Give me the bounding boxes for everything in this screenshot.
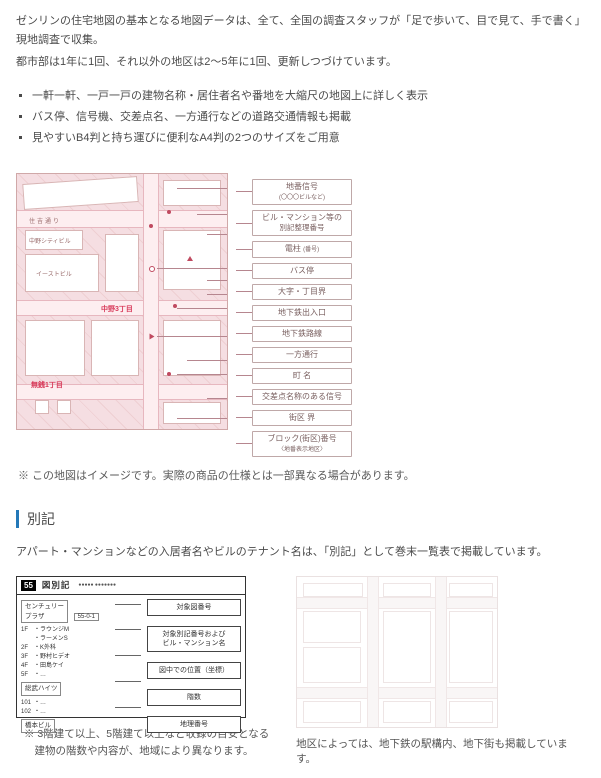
bekki-entry: 102・… — [21, 708, 113, 717]
bekki-tags: 対象図番号 対象別記番号および ビル・マンション名 図中での位置（坐標） 階数 … — [147, 599, 241, 734]
bekki-entry: 3F・野村ヒデオ — [21, 653, 113, 662]
bekki-tag: 階数 — [147, 689, 241, 706]
map-block-label: イーストビル — [36, 269, 72, 278]
map-area-label: 無銭1丁目 — [31, 380, 63, 390]
map-image-note: ※ この地図はイメージです。実際の商品の仕様とは一部異なる場合があります。 — [18, 467, 585, 483]
bekki-figure-col: 55 図別記 ●●●●● ●●●●●●● センチュリー プラザ 55-0-1 1… — [16, 576, 272, 760]
map-area-label: 中野3丁目 — [101, 304, 133, 314]
bekki-group: センチュリー プラザ — [21, 600, 68, 624]
bekki-tag: 図中での位置（坐標） — [147, 662, 241, 679]
legend-item: 交差点名称のある信号 — [236, 389, 352, 405]
pale-figure-col: 地区によっては、地下鉄の駅構内、地下街も掲載しています。 — [296, 576, 585, 766]
legend-item: 地下鉄出入口 — [236, 305, 352, 321]
feature-item: 見やすいB4判と持ち運びに便利なA4判の2つのサイズをご用意 — [32, 128, 585, 149]
bekki-tag: 対象別記番号および ビル・マンション名 — [147, 626, 241, 652]
legend-item: 地下鉄路線 — [236, 326, 352, 342]
legend-item: ブロック(街区)番号〈地番表示地区〉 — [236, 431, 352, 458]
map-legend: 地番信号(〇〇〇ビルなど) ビル・マンション等の別記整理番号 電柱 (番号) バ… — [236, 173, 352, 458]
section-bar-icon — [16, 510, 19, 528]
legend-item: 街区 界 — [236, 410, 352, 426]
bekki-row: 55 図別記 ●●●●● ●●●●●●● センチュリー プラザ 55-0-1 1… — [16, 576, 585, 766]
legend-item: 大字・丁目界 — [236, 284, 352, 300]
bekki-lead: アパート・マンションなどの入居者名やビルのテナント名は、「別記」として巻末一覧表… — [16, 543, 585, 562]
legend-item: ビル・マンション等の別記整理番号 — [236, 210, 352, 236]
bekki-header: 図別記 — [42, 579, 71, 591]
legend-item: 町 名 — [236, 368, 352, 384]
pale-note: 地区によっては、地下鉄の駅構内、地下街も掲載しています。 — [296, 736, 585, 766]
bekki-entry: ・ラーメンS — [21, 635, 113, 644]
legend-item: 地番信号(〇〇〇ビルなど) — [236, 179, 352, 206]
feature-item: バス停、信号機、交差点名、一方通行などの道路交通情報も掲載 — [32, 107, 585, 128]
intro-line-1: ゼンリンの住宅地図の基本となる地図データは、全て、全国の調査スタッフが「足で歩い… — [16, 12, 585, 49]
bekki-entry: 2F・K外科 — [21, 644, 113, 653]
feature-list: 一軒一軒、一戸一戸の建物名称・居住者名や番地を大縮尺の地図上に詳しく表示 バス停… — [16, 86, 585, 149]
legend-item: 電柱 (番号) — [236, 241, 352, 258]
section-title: 別記 — [27, 509, 55, 529]
bekki-entry: 1F・ラウンジM — [21, 626, 113, 635]
bekki-tag: 地理番号 — [147, 716, 241, 733]
map-street-label: 住吉通り — [29, 216, 61, 225]
pale-map-image — [296, 576, 498, 728]
bekki-meta: 55-0-1 — [74, 613, 99, 621]
map-block-label: 中野シティビル — [29, 236, 71, 245]
section-heading: 別記 — [16, 509, 585, 529]
bekki-entry: 4F・田島ケイ — [21, 662, 113, 671]
map-image: 中野シティビル イーストビル 住吉通り 中野3丁目 無銭1丁目 — [16, 173, 228, 430]
bekki-entry: 101・… — [21, 699, 113, 708]
bekki-group: 橋本ビル — [21, 719, 55, 733]
legend-item: バス停 — [236, 263, 352, 279]
bekki-header-sub: ●●●●● ●●●●●●● — [78, 582, 116, 588]
legend-item: 一方通行 — [236, 347, 352, 363]
feature-item: 一軒一軒、一戸一戸の建物名称・居住者名や番地を大縮尺の地図上に詳しく表示 — [32, 86, 585, 107]
bekki-tag: 対象図番号 — [147, 599, 241, 616]
bekki-badge: 55 — [21, 580, 36, 591]
intro-block: ゼンリンの住宅地図の基本となる地図データは、全て、全国の調査スタッフが「足で歩い… — [16, 12, 585, 72]
bekki-figure: 55 図別記 ●●●●● ●●●●●●● センチュリー プラザ 55-0-1 1… — [16, 576, 246, 718]
map-diagram: 中野シティビル イーストビル 住吉通り 中野3丁目 無銭1丁目 — [16, 173, 585, 458]
intro-line-2: 都市部は1年に1回、それ以外の地区は2～5年に1回、更新しつづけています。 — [16, 53, 585, 72]
bekki-entry: 5F・… — [21, 671, 113, 680]
bekki-group: 総武ハイツ — [21, 682, 61, 696]
